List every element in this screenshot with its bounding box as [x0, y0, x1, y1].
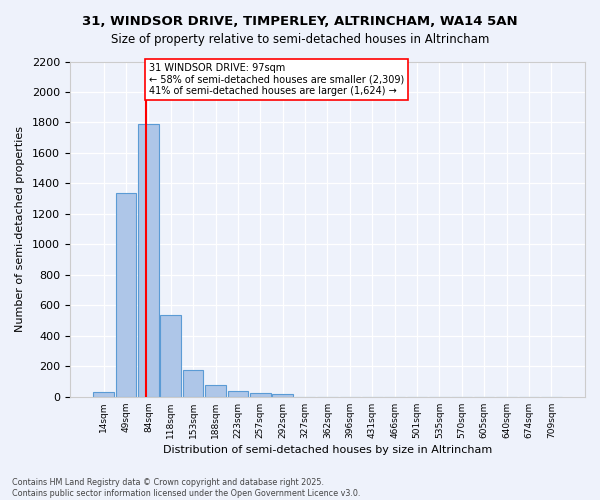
Bar	[272, 394, 293, 397]
Bar	[227, 392, 248, 397]
Text: Size of property relative to semi-detached houses in Altrincham: Size of property relative to semi-detach…	[111, 32, 489, 46]
Text: Contains HM Land Registry data © Crown copyright and database right 2025.
Contai: Contains HM Land Registry data © Crown c…	[12, 478, 361, 498]
Text: 31, WINDSOR DRIVE, TIMPERLEY, ALTRINCHAM, WA14 5AN: 31, WINDSOR DRIVE, TIMPERLEY, ALTRINCHAM…	[82, 15, 518, 28]
Bar	[116, 192, 136, 397]
Bar	[160, 316, 181, 397]
Y-axis label: Number of semi-detached properties: Number of semi-detached properties	[15, 126, 25, 332]
Bar	[138, 124, 158, 397]
Text: 31 WINDSOR DRIVE: 97sqm
← 58% of semi-detached houses are smaller (2,309)
41% of: 31 WINDSOR DRIVE: 97sqm ← 58% of semi-de…	[149, 63, 404, 96]
Bar	[205, 384, 226, 397]
Bar	[250, 393, 271, 397]
X-axis label: Distribution of semi-detached houses by size in Altrincham: Distribution of semi-detached houses by …	[163, 445, 492, 455]
Bar	[183, 370, 203, 397]
Bar	[94, 392, 114, 397]
